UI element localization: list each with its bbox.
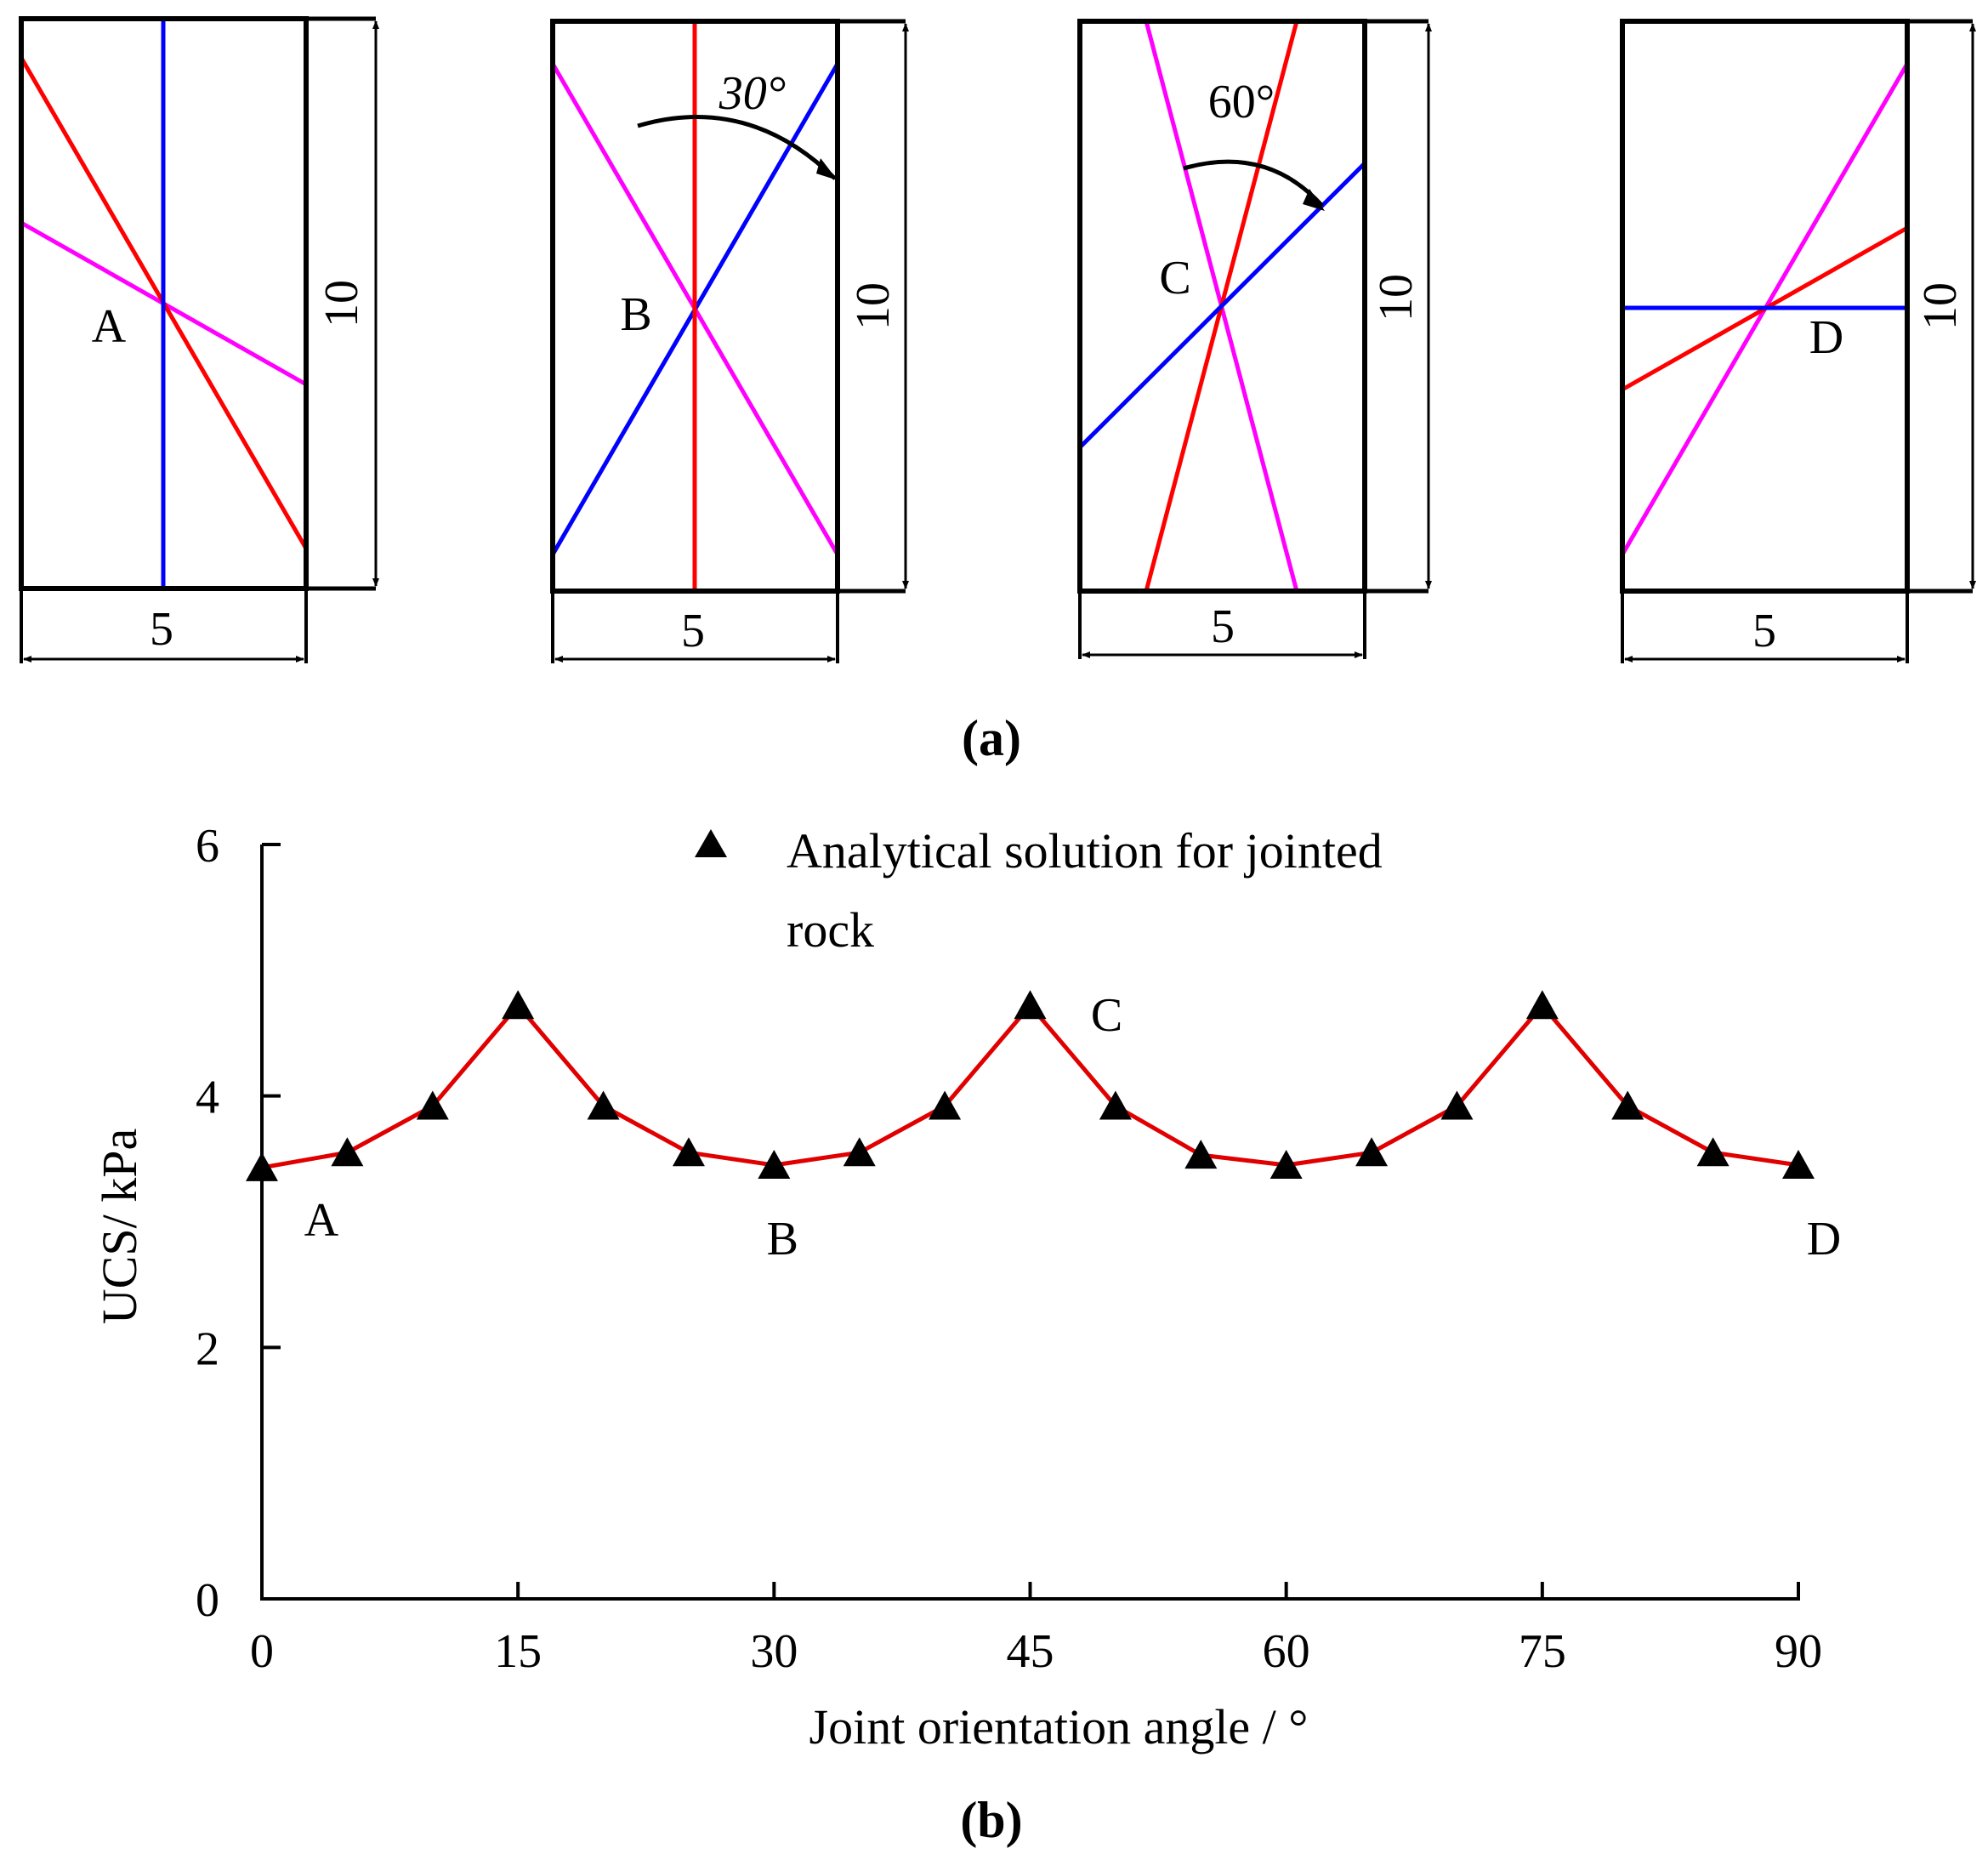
legend-marker-triangle-icon (695, 829, 727, 857)
x-ticks: 0 15 30 45 60 75 90 (250, 1582, 1822, 1678)
data-point-triangle (1184, 1140, 1218, 1169)
data-point-triangle (843, 1137, 876, 1167)
specimen-frame (1077, 19, 1367, 594)
x-tick-label: 90 (1775, 1625, 1822, 1678)
data-point-triangle (1355, 1137, 1389, 1167)
angle-label: 60° (1208, 76, 1275, 128)
height-label: 10 (1914, 282, 1967, 330)
panel-b-label: (b) (960, 1792, 1022, 1848)
y-tick-label: 2 (196, 1322, 219, 1375)
joint-line-blue (1078, 162, 1366, 449)
point-annotation-c: C (1091, 989, 1122, 1042)
x-tick-label: 15 (494, 1625, 542, 1678)
data-point-triangle (1782, 1149, 1815, 1179)
x-tick-label: 45 (1007, 1625, 1054, 1678)
legend-entry-label-line2: rock (787, 902, 874, 958)
data-point-triangle (502, 990, 535, 1020)
height-label: 10 (847, 282, 900, 330)
ucs-chart: 0 2 4 6 0 15 30 45 60 75 90 A B C D Analytical solut… (92, 820, 1841, 1848)
y-tick-label: 0 (196, 1574, 219, 1627)
data-point-triangle (1269, 1149, 1303, 1179)
specimen-frame (1620, 19, 1910, 594)
legend: Analytical solution for jointed rock (695, 823, 1383, 958)
series-line (261, 1003, 1799, 1170)
width-label: 5 (150, 603, 173, 656)
point-label-c: C (1159, 252, 1190, 304)
data-point-triangle (1014, 990, 1047, 1020)
data-point-triangle (1525, 990, 1559, 1020)
angle-arc-arrow (1303, 189, 1325, 211)
width-label: 5 (1752, 605, 1776, 657)
data-point-triangle (416, 1090, 449, 1120)
series-markers (246, 990, 1815, 1181)
panel-a-label: (a) (962, 710, 1021, 766)
point-annotation-b: B (767, 1213, 798, 1265)
diagram-b: 30° 5 10 B (550, 19, 909, 663)
specimen-frame (550, 19, 840, 594)
angle-label: 30° (719, 67, 786, 120)
point-label-a: A (92, 300, 127, 353)
x-tick-label: 60 (1263, 1625, 1310, 1678)
height-label: 10 (315, 280, 368, 327)
specimen-frame (19, 16, 309, 591)
point-label-d: D (1809, 311, 1843, 364)
data-point-triangle (587, 1090, 620, 1120)
data-point-triangle (1696, 1137, 1730, 1167)
y-tick-label: 4 (196, 1072, 219, 1124)
x-axis-title: Joint orientation angle / ° (809, 1699, 1309, 1754)
point-label-b: B (620, 288, 651, 341)
data-point-triangle (246, 1152, 278, 1181)
x-tick-label: 75 (1519, 1625, 1566, 1678)
y-axis-title: UCS/ kPa (92, 1129, 147, 1324)
data-point-triangle (672, 1137, 705, 1167)
y-ticks: 0 2 4 6 (196, 820, 281, 1627)
data-point-triangle (1440, 1090, 1474, 1120)
height-label: 10 (1370, 274, 1423, 321)
point-annotation-d: D (1807, 1213, 1841, 1265)
data-point-triangle (758, 1149, 791, 1179)
angle-arc-arrow (816, 158, 838, 180)
angle-arc (637, 115, 837, 180)
point-annotation-a: A (304, 1194, 339, 1247)
diagram-d: 5 10 D (1620, 19, 1976, 663)
y-tick-label: 6 (196, 820, 219, 873)
x-tick-label: 0 (250, 1625, 274, 1678)
data-point-triangle (1611, 1090, 1644, 1120)
data-point-triangle (331, 1137, 364, 1167)
panel-a: 5 10 A 30° 5 10 B (19, 16, 1976, 766)
width-label: 5 (1211, 600, 1235, 653)
diagram-c: 60° 5 10 C (1077, 19, 1432, 659)
x-tick-label: 30 (750, 1625, 798, 1678)
data-point-triangle (929, 1090, 962, 1120)
diagram-a: 5 10 A (19, 16, 379, 663)
legend-entry-label-line1: Analytical solution for jointed (787, 823, 1383, 879)
width-label: 5 (681, 605, 705, 657)
point-annotations: A B C D (304, 989, 1841, 1265)
data-point-triangle (1099, 1090, 1132, 1120)
